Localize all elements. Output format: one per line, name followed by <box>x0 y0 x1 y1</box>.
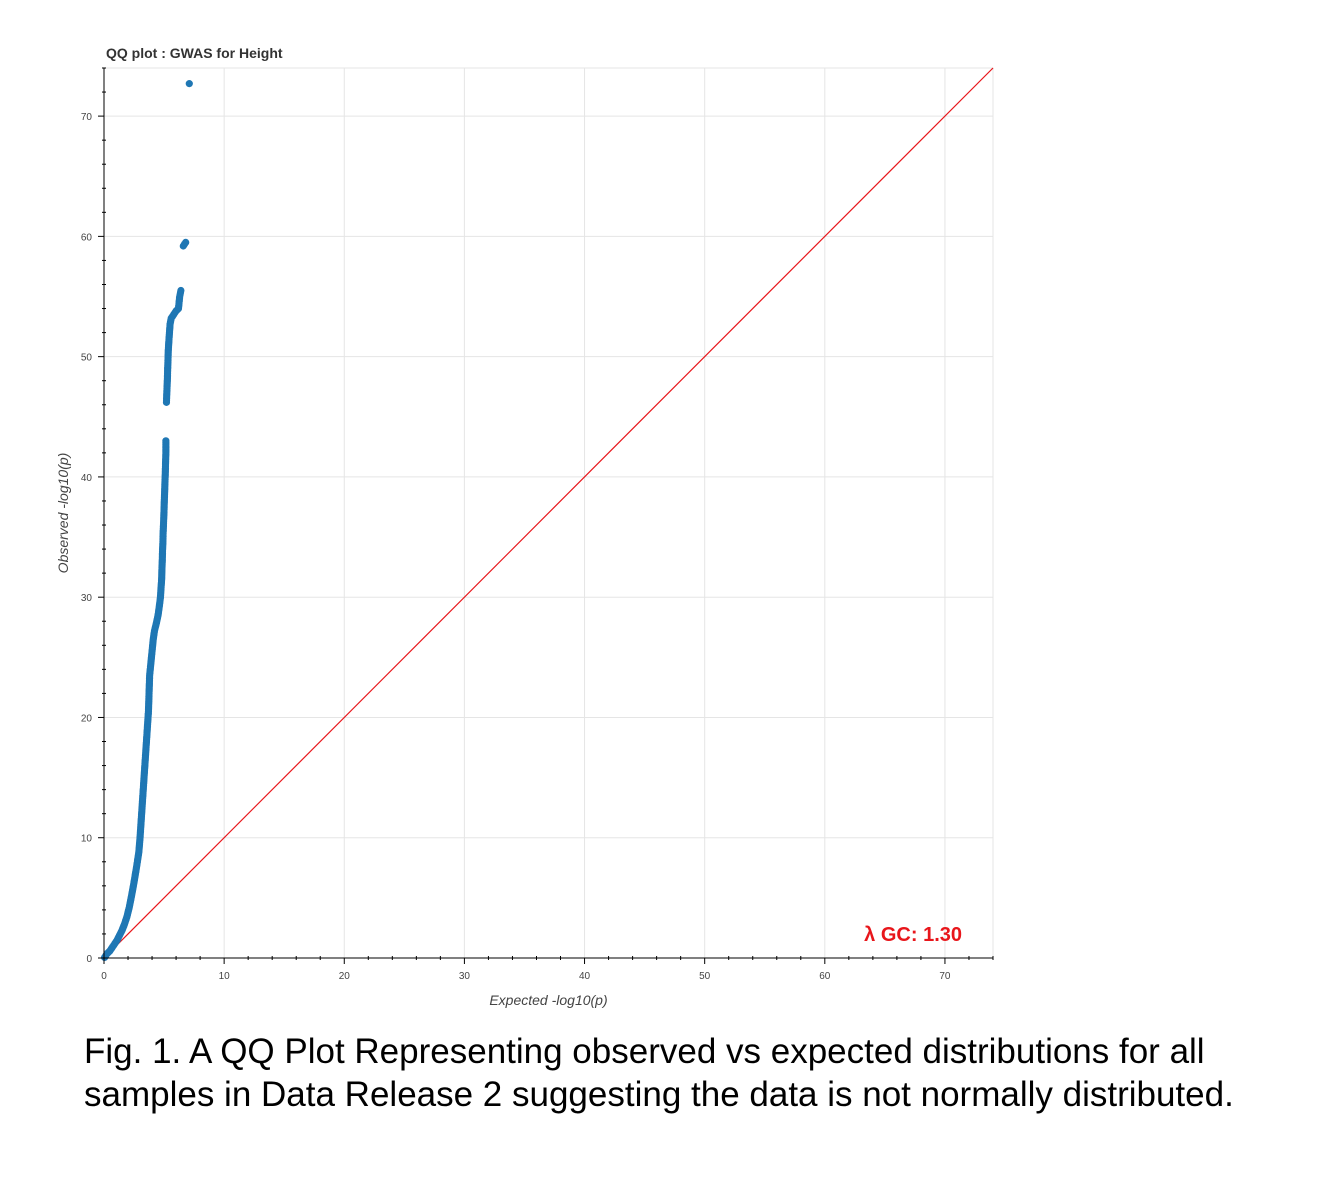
data-point <box>162 437 170 445</box>
y-tick-label: 70 <box>81 112 93 123</box>
x-axis-title: Expected -log10(p) <box>489 992 607 1008</box>
y-tick-label: 60 <box>81 232 93 243</box>
x-tick-label: 70 <box>939 971 951 982</box>
x-tick-label: 60 <box>819 971 831 982</box>
x-tick-label: 50 <box>699 971 711 982</box>
x-tick-label: 20 <box>339 971 351 982</box>
figure-caption: Fig. 1. A QQ Plot Representing observed … <box>84 1032 1234 1115</box>
qq-plot-chart: QQ plot : GWAS for Height 0 10 20 30 40 50 60 7… <box>55 45 994 1008</box>
data-point <box>182 238 190 246</box>
chart-title: QQ plot : GWAS for Height <box>106 45 283 61</box>
y-axis-title: Observed -log10(p) <box>55 453 71 574</box>
x-tick-label: 40 <box>579 971 591 982</box>
axes: 0 10 20 30 40 50 60 70 0 10 20 30 40 50 60 70 <box>81 67 994 982</box>
y-tick-label: 20 <box>81 713 93 724</box>
reference-line <box>103 67 994 959</box>
y-tick-label: 30 <box>81 593 93 604</box>
y-tick-label: 40 <box>81 473 93 484</box>
y-tick-label: 10 <box>81 834 93 845</box>
y-tick-label: 50 <box>81 353 93 364</box>
y-tick-label: 0 <box>86 954 92 965</box>
lambda-gc-annotation: λ GC: 1.30 <box>864 924 962 946</box>
x-tick-label: 10 <box>219 971 231 982</box>
x-tick-label: 30 <box>459 971 471 982</box>
x-tick-label: 0 <box>101 971 107 982</box>
observed-points <box>101 80 193 961</box>
data-point <box>177 286 185 295</box>
data-point <box>185 80 193 88</box>
